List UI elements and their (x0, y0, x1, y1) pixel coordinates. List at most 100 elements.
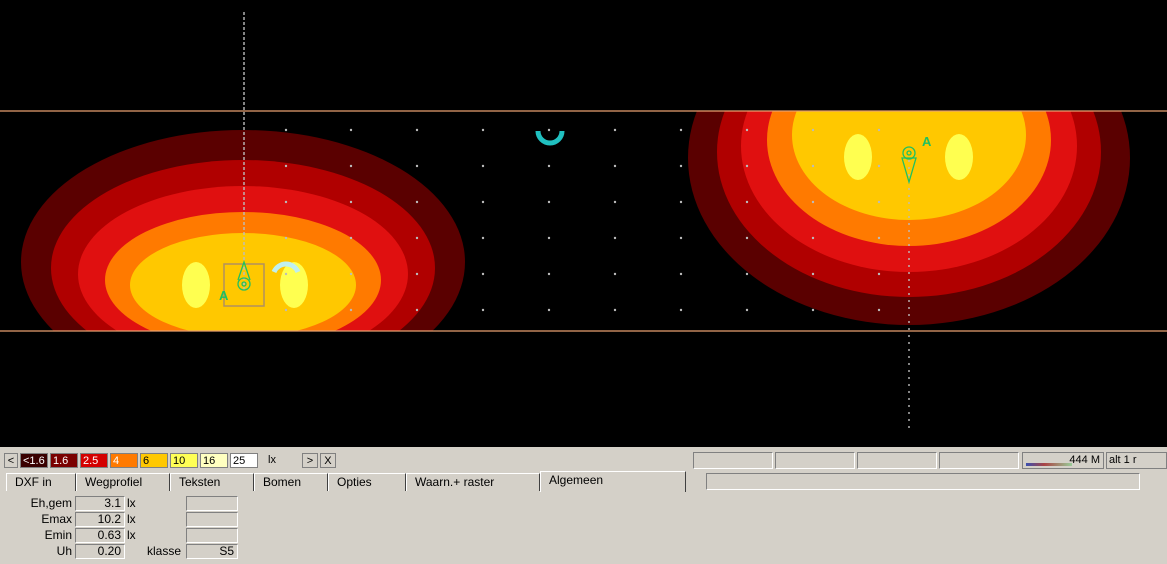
grid-point (481, 272, 485, 276)
grid-point (811, 236, 815, 240)
grid-point (481, 308, 485, 312)
grid-point (349, 128, 353, 132)
grid-point (349, 200, 353, 204)
grid-point (284, 272, 288, 276)
grid-point (349, 236, 353, 240)
grid-point (547, 128, 551, 132)
status-field-4 (939, 452, 1019, 469)
grid-point (613, 128, 617, 132)
tab-strip-filler (706, 473, 1140, 490)
grid-point (877, 164, 881, 168)
grid-point (349, 272, 353, 276)
grid-point (547, 272, 551, 276)
status-field-3 (857, 452, 937, 469)
status-field-1 (693, 452, 773, 469)
grid-point (745, 236, 749, 240)
grid-point (679, 128, 683, 132)
emin-unit: lx (127, 528, 136, 542)
eh-value: 3.1 (75, 496, 125, 511)
tab-waarn-raster[interactable]: Waarn.+ raster (406, 473, 540, 491)
emax-label: Emax (41, 512, 72, 526)
luminaire-label-left: A (219, 288, 229, 303)
grid-point (679, 236, 683, 240)
eh-extra-field (186, 496, 238, 511)
grid-point (811, 272, 815, 276)
grid-point (415, 308, 419, 312)
control-panel: < <1.6 1.6 2.5 4 6 10 16 25 lx > X 444 M alt 1 … (0, 447, 1167, 564)
lighting-plan-drawing: A A (0, 12, 1167, 432)
luminaire-label-right: A (922, 134, 932, 149)
klasse-value: S5 (186, 544, 238, 559)
legend-swatch[interactable]: 6 (140, 452, 168, 468)
legend-prev-button[interactable]: < (4, 452, 18, 468)
grid-point (547, 200, 551, 204)
legend-swatch[interactable]: 1.6 (50, 452, 78, 468)
grid-point (415, 272, 419, 276)
isolux-area-left (21, 130, 465, 331)
tab-bomen[interactable]: Bomen (254, 473, 328, 491)
uh-value: 0.20 (75, 544, 125, 559)
grid-point (679, 200, 683, 204)
legend-swatch[interactable]: 25 (230, 452, 258, 468)
calculation-grid-points (284, 128, 881, 312)
grid-point (415, 128, 419, 132)
grid-point (613, 236, 617, 240)
grid-point (284, 236, 288, 240)
grid-point (745, 200, 749, 204)
grid-point (547, 308, 551, 312)
grid-point (745, 272, 749, 276)
tab-strip: DXF in Wegprofiel Teksten Bomen Opties Waarn.… (6, 471, 686, 492)
grid-point (811, 128, 815, 132)
legend-swatch[interactable]: 10 (170, 452, 198, 468)
legend-unit: lx (268, 453, 276, 466)
lighting-plan-canvas[interactable]: A A (0, 0, 1167, 447)
eh-label: Eh,gem (30, 496, 72, 510)
tab-dxf-in[interactable]: DXF in (6, 473, 76, 491)
legend-swatch[interactable]: 4 (110, 452, 138, 468)
tab-algemeen[interactable]: Algemeen (540, 471, 686, 492)
isolux-area-right (688, 111, 1130, 325)
grid-point (877, 272, 881, 276)
grid-point (679, 308, 683, 312)
memory-value: 444 M (1069, 454, 1100, 466)
grid-point (415, 164, 419, 168)
luminaire-right-icon (901, 146, 917, 185)
grid-point (481, 236, 485, 240)
grid-point (415, 236, 419, 240)
legend-next-button[interactable]: > (301, 452, 318, 468)
grid-point (811, 164, 815, 168)
grid-point (613, 200, 617, 204)
uh-label: Uh (56, 544, 72, 558)
memory-meter (1026, 463, 1072, 466)
legend-swatch[interactable]: 2.5 (80, 452, 108, 468)
emin-extra-field (186, 528, 238, 543)
tab-wegprofiel[interactable]: Wegprofiel (76, 473, 170, 491)
grid-point (349, 164, 353, 168)
grid-point (349, 308, 353, 312)
grid-point (745, 164, 749, 168)
grid-point (613, 308, 617, 312)
memory-indicator: 444 M (1022, 452, 1104, 469)
legend-swatch[interactable]: <1.6 (20, 452, 48, 468)
grid-point (679, 164, 683, 168)
status-field-2 (775, 452, 855, 469)
legend-swatches: <1.6 1.6 2.5 4 6 10 16 25 (20, 452, 260, 468)
grid-point (811, 200, 815, 204)
emax-value: 10.2 (75, 512, 125, 527)
emax-extra-field (186, 512, 238, 527)
grid-point (415, 200, 419, 204)
grid-point (547, 164, 551, 168)
emax-unit: lx (127, 512, 136, 526)
grid-point (877, 308, 881, 312)
grid-point (877, 128, 881, 132)
luminaire-left-icon (237, 259, 251, 291)
legend-close-button[interactable]: X (319, 452, 336, 468)
grid-point (481, 200, 485, 204)
grid-point (284, 200, 288, 204)
tab-teksten[interactable]: Teksten (170, 473, 254, 491)
emin-value: 0.63 (75, 528, 125, 543)
legend-swatch[interactable]: 16 (200, 452, 228, 468)
grid-point (284, 308, 288, 312)
grid-point (745, 308, 749, 312)
tab-opties[interactable]: Opties (328, 473, 406, 491)
